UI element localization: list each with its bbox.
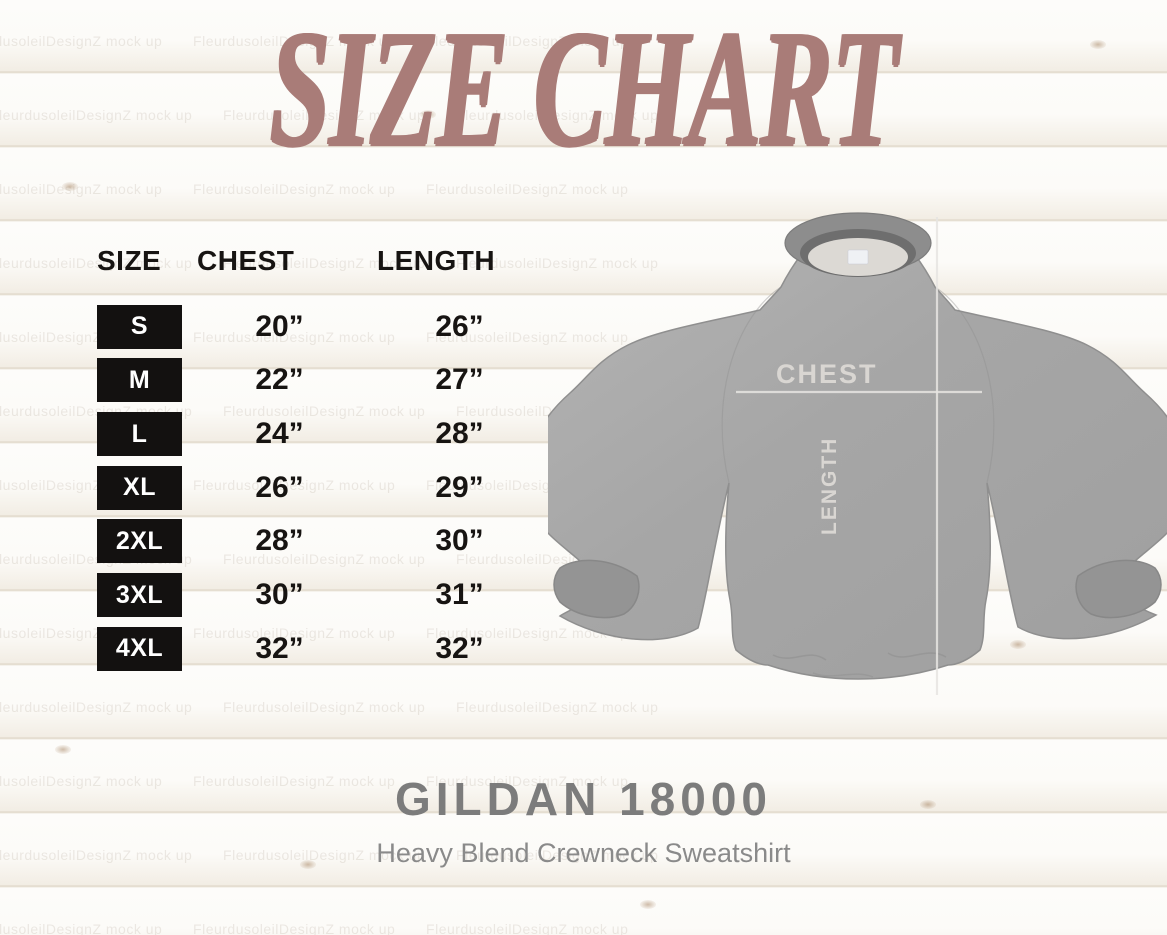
svg-text:CHEST: CHEST (776, 359, 878, 389)
svg-text:LENGTH: LENGTH (818, 437, 841, 535)
